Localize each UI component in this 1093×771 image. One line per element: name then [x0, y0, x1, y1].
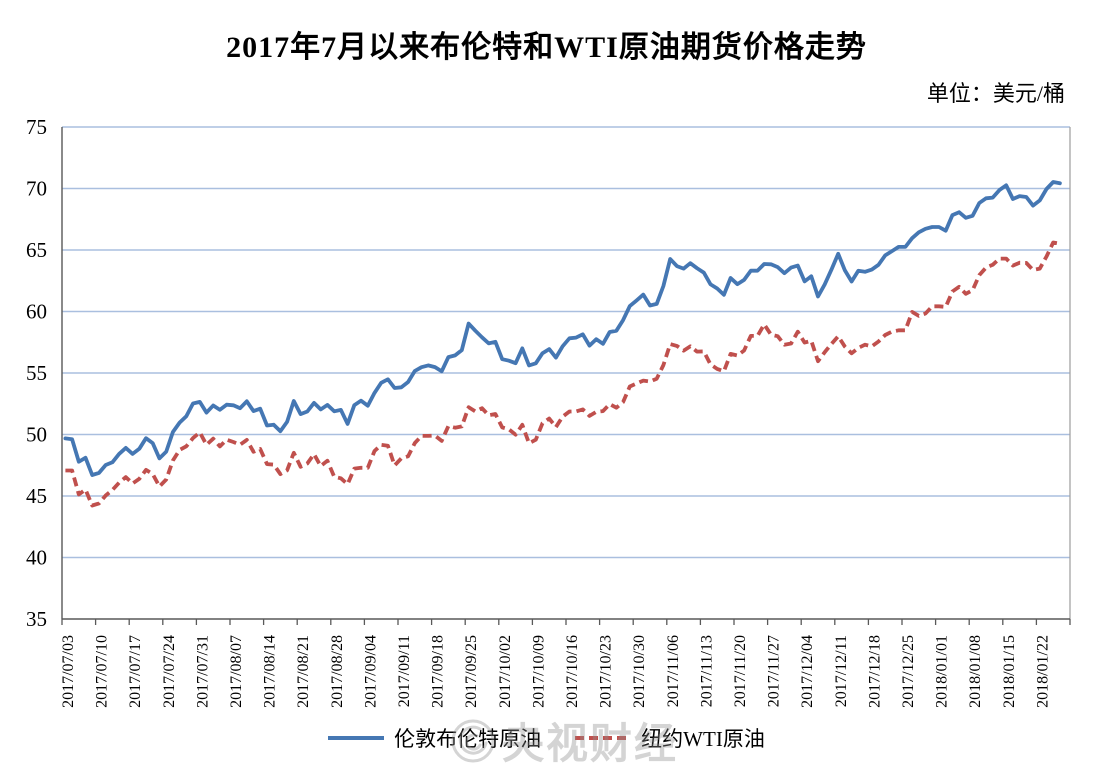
x-axis-label: 2017/07/03 — [60, 635, 77, 708]
legend-brent-label: 伦敦布伦特原油 — [394, 727, 542, 751]
page-title: 2017年7月以来布伦特和WTI原油期货价格走势 — [226, 31, 867, 64]
x-axis-label: 2017/07/10 — [94, 635, 111, 708]
x-axis-label: 2017/11/06 — [665, 635, 682, 707]
x-axis-label: 2017/11/20 — [732, 635, 749, 707]
y-axis-label: 45 — [26, 484, 47, 508]
x-axis-label: 2018/01/22 — [1034, 635, 1051, 708]
x-axis-label: 2017/10/02 — [497, 635, 514, 708]
x-axis-label: 2017/09/04 — [362, 635, 379, 708]
x-axis-label: 2017/12/18 — [866, 635, 883, 708]
x-axis-label: 2017/09/18 — [430, 635, 447, 708]
legend-item-wti: 纽约WTI原油 — [575, 723, 765, 753]
x-axis-label: 2018/01/15 — [1001, 635, 1018, 708]
legend-wti-line-sample — [575, 736, 632, 740]
x-axis-label: 2017/11/27 — [766, 635, 783, 707]
x-axis-label: 2017/12/04 — [799, 635, 816, 708]
x-axis-label: 2017/12/25 — [900, 635, 917, 708]
legend: 伦敦布伦特原油 纽约WTI原油 — [0, 723, 1093, 753]
x-axis-label: 2017/07/31 — [194, 635, 211, 708]
x-axis-label: 2017/09/25 — [463, 635, 480, 708]
y-axis-label: 75 — [26, 115, 47, 139]
x-axis-label: 2017/12/11 — [833, 635, 850, 707]
x-axis-label: 2017/09/11 — [396, 635, 413, 707]
legend-wti-label: 纽约WTI原油 — [641, 727, 765, 751]
x-axis-label: 2017/10/23 — [598, 635, 615, 708]
x-axis-label: 2017/08/21 — [295, 635, 312, 708]
y-axis-label: 65 — [26, 238, 47, 262]
y-axis-label: 50 — [26, 423, 47, 447]
y-axis-label: 35 — [26, 607, 47, 631]
x-axis-label: 2017/10/16 — [564, 635, 581, 708]
y-axis-label: 55 — [26, 361, 47, 385]
x-axis-label: 2017/08/14 — [262, 635, 279, 708]
wti-series-line — [65, 240, 1061, 508]
x-axis-label: 2018/01/01 — [934, 635, 951, 708]
brent-series-line — [63, 180, 1062, 477]
x-axis-label: 2017/10/09 — [530, 635, 547, 708]
y-axis-label: 70 — [26, 177, 47, 201]
y-axis-label: 40 — [26, 546, 47, 570]
x-axis-label: 2017/07/24 — [161, 635, 178, 708]
legend-brent-line-sample — [328, 736, 385, 740]
x-axis-label: 2017/08/28 — [329, 635, 346, 708]
legend-item-brent: 伦敦布伦特原油 — [328, 723, 541, 753]
x-axis-label: 2018/01/08 — [967, 635, 984, 708]
x-axis-label: 2017/08/07 — [228, 635, 245, 708]
x-axis-label: 2017/07/17 — [127, 635, 144, 708]
x-axis-label: 2017/11/13 — [698, 635, 715, 707]
x-axis-label: 2017/10/30 — [631, 635, 648, 708]
y-axis-label: 60 — [26, 300, 47, 324]
unit-label: 单位：美元/桶 — [926, 81, 1065, 106]
